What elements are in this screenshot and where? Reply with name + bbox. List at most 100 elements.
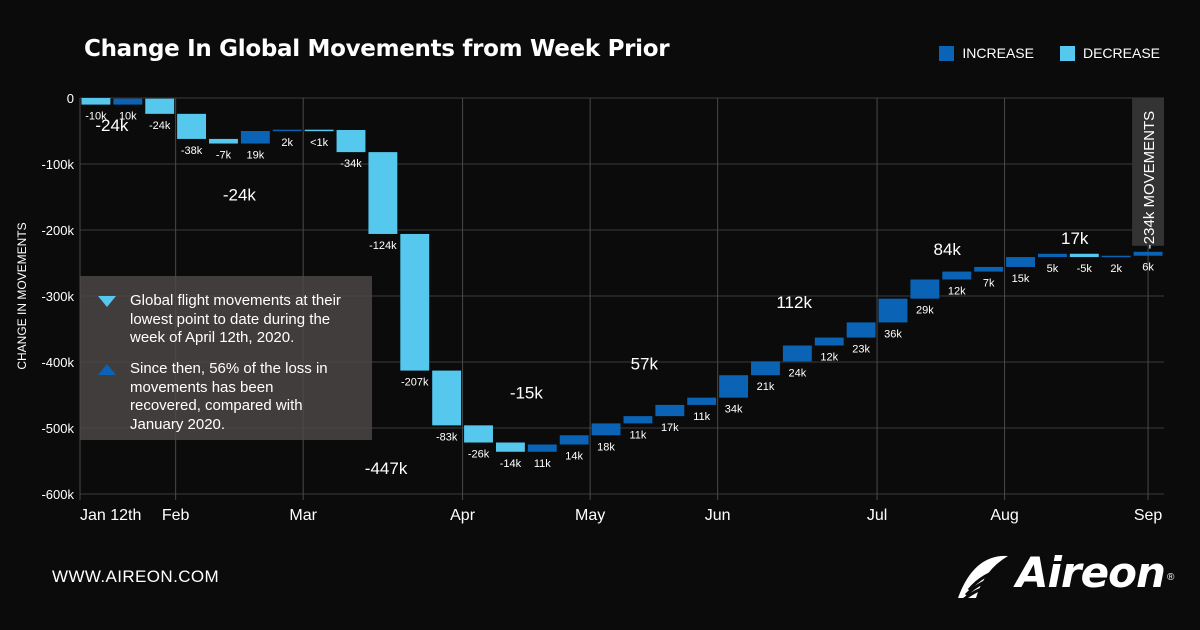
x-tick-label: Jun (705, 507, 731, 524)
y-tick-label: -200k (41, 223, 74, 238)
aireon-logo-text: Aireon (1016, 548, 1166, 597)
bar-value-label: -10k (85, 111, 107, 123)
bar-value-label: -207k (401, 377, 429, 389)
waterfall-bar (432, 370, 462, 426)
x-tick-label: Jul (867, 507, 887, 524)
aireon-logo-mark-icon (958, 555, 1008, 602)
waterfall-bar (942, 271, 972, 280)
bar-value-label: -26k (468, 449, 490, 461)
month-total-label: -15k (510, 383, 544, 402)
month-total-label: -447k (365, 459, 408, 478)
annotation-text-recovery: Since then, 56% of the loss in movements… (130, 360, 328, 433)
x-tick-label: Sep (1134, 507, 1163, 524)
legend: INCREASE DECREASE (939, 45, 1160, 61)
bar-value-label: 7k (983, 278, 995, 290)
waterfall-bar (145, 98, 175, 114)
bar-value-label: -7k (216, 150, 232, 162)
annotation-box: Global flight movements at their lowest … (80, 276, 372, 440)
waterfall-bar (974, 266, 1004, 272)
bar-value-label: <1k (310, 137, 329, 149)
waterfall-bar (464, 425, 493, 443)
waterfall-bar (209, 138, 238, 144)
waterfall-bar (495, 442, 525, 452)
bar-value-label: 2k (281, 137, 293, 149)
waterfall-bar (368, 152, 398, 234)
y-tick-label: -600k (41, 487, 74, 502)
annotation-item-recovery: Since then, 56% of the loss in movements… (98, 360, 348, 434)
x-tick-label: Jan 12th (80, 507, 141, 524)
y-tick-label: -400k (41, 355, 74, 370)
legend-label-increase: INCREASE (962, 45, 1034, 61)
annotation-text-low-point: Global flight movements at their lowest … (130, 292, 341, 346)
waterfall-bar (113, 98, 143, 105)
annotation-item-low-point: Global flight movements at their lowest … (98, 292, 348, 348)
waterfall-bar (1006, 257, 1035, 267)
bar-value-label: 10k (119, 111, 137, 123)
legend-label-decrease: DECREASE (1082, 45, 1160, 61)
waterfall-bar (846, 322, 876, 338)
bar-value-label: 23k (852, 344, 870, 356)
bar-value-label: 12k (820, 352, 838, 364)
waterfall-bar (591, 423, 621, 436)
chart-title: Change In Global Movements from Week Pri… (84, 36, 670, 62)
bar-value-label: 24k (788, 367, 806, 379)
month-total-label: -24k (95, 116, 129, 135)
bar-value-label: 2k (1110, 263, 1122, 275)
bar-value-label: 11k (534, 458, 551, 470)
up-triangle-icon (98, 364, 116, 375)
bar-value-label: 11k (693, 411, 710, 423)
registered-mark: ® (1167, 572, 1175, 583)
bar-value-label: 5k (1047, 263, 1059, 275)
bar-value-label: 36k (884, 328, 902, 340)
x-tick-label: Feb (162, 507, 190, 524)
waterfall-bar (814, 337, 844, 346)
y-tick-label: -500k (41, 421, 74, 436)
month-total-label: 112k (776, 293, 812, 312)
legend-item-decrease: DECREASE (1059, 45, 1160, 61)
waterfall-bar (272, 129, 302, 132)
bar-value-label: 6k (1142, 262, 1154, 274)
final-total-label: -234k MOVEMENTS (1141, 111, 1158, 249)
legend-item-increase: INCREASE (939, 45, 1034, 61)
waterfall-bar (527, 444, 557, 452)
waterfall-bar (655, 404, 685, 417)
waterfall-bar (751, 361, 780, 376)
y-tick-label: -300k (41, 289, 74, 304)
x-tick-label: May (575, 507, 605, 524)
bar-value-label: -83k (436, 431, 458, 443)
waterfall-bar (400, 233, 430, 371)
bar-value-label: -24k (149, 120, 171, 132)
bar-value-label: 14k (565, 451, 583, 463)
waterfall-bar (910, 279, 940, 299)
aireon-logo: Aireon ® (954, 548, 1179, 604)
waterfall-bar (559, 435, 589, 445)
bar-value-label: 12k (948, 286, 966, 298)
waterfall-bar (719, 375, 749, 398)
bar-value-label: 21k (757, 381, 775, 393)
bar-value-label: -5k (1077, 263, 1093, 275)
waterfall-bar (81, 98, 111, 105)
waterfall-bar (878, 298, 908, 323)
y-tick-label: 0 (67, 91, 74, 106)
waterfall-bar (240, 131, 270, 144)
x-tick-label: Mar (289, 507, 317, 524)
x-tick-label: Apr (450, 507, 476, 524)
bar-value-label: 34k (725, 404, 743, 416)
bar-value-label: 17k (661, 422, 679, 434)
month-total-label: -24k (223, 185, 257, 204)
month-total-label: 17k (1061, 229, 1089, 248)
waterfall-bar (304, 129, 334, 132)
bar-value-label: 29k (916, 305, 934, 317)
legend-swatch-increase (939, 45, 955, 61)
month-total-label: 57k (631, 354, 659, 373)
bar-value-label: 15k (1012, 273, 1030, 285)
bar-value-label: 11k (629, 429, 646, 441)
month-total-label: 84k (933, 240, 961, 259)
y-tick-label: -100k (41, 157, 74, 172)
bar-value-label: -38k (181, 145, 203, 157)
waterfall-bar (1037, 253, 1067, 258)
waterfall-bar (687, 397, 717, 405)
website-url[interactable]: WWW.AIREON.COM (52, 567, 220, 586)
waterfall-bar (1133, 251, 1163, 256)
